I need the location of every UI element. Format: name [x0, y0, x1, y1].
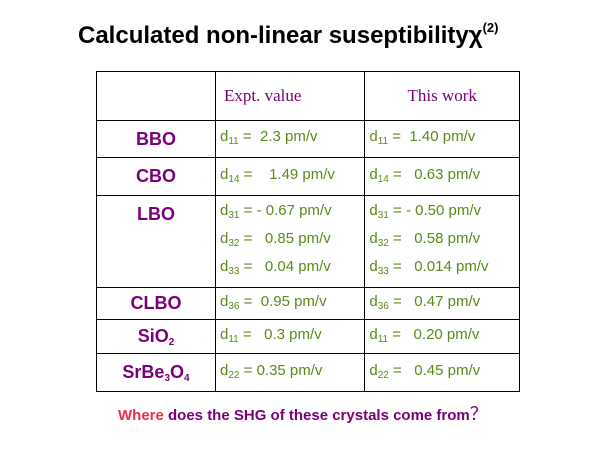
coefficient-line: d32 = 0.58 pm/v: [369, 230, 481, 249]
coefficient-line: d22 = 0.45 pm/v: [369, 361, 481, 381]
work-value-cell: d31 = - 0.50 pm/v d32 = 0.58 pm/v d33 = …: [364, 195, 520, 288]
crystal-name: SiO2: [96, 319, 216, 354]
chi-order-superscript: (2): [482, 20, 499, 35]
coefficient-line: d32 = 0.85 pm/v: [220, 230, 331, 249]
coefficient-line: d14 = 0.63 pm/v: [369, 165, 481, 185]
crystal-name: CLBO: [96, 287, 216, 320]
header-this-work: This work: [364, 71, 520, 121]
coefficient-line: d36 = 0.95 pm/v: [220, 292, 327, 312]
header-blank-cell: [96, 71, 216, 121]
expt-value-cell: d31 = - 0.67 pm/v d32 = 0.85 pm/v d33 = …: [214, 195, 366, 288]
coefficient-line: d11 = 0.3 pm/v: [220, 325, 322, 345]
expt-value-cell: d11 = 2.3 pm/v: [214, 120, 366, 158]
coefficient-line: d31 = - 0.50 pm/v: [369, 202, 481, 221]
crystal-name: LBO: [96, 195, 216, 288]
table-row: CLBO d36 = 0.95 pm/v d36 = 0.47 pm/v: [96, 287, 520, 320]
question-text: does the SHG of these crystals come from: [163, 407, 470, 424]
coefficient-line: d11 = 2.3 pm/v: [220, 128, 318, 147]
coefficient-line: d33 = 0.04 pm/v: [220, 258, 331, 277]
coefficient-line: d33 = 0.014 pm/v: [369, 258, 489, 277]
table-row: BBO d11 = 2.3 pm/v d11 = 1.40 pm/v: [96, 120, 520, 158]
work-value-cell: d22 = 0.45 pm/v: [364, 353, 520, 392]
shg-origin-question: Where does the SHG of these crystals com…: [118, 400, 488, 426]
coefficient-line: d14 = 1.49 pm/v: [220, 165, 335, 185]
table-row: LBO d31 = - 0.67 pm/v d32 = 0.85 pm/v d3…: [96, 195, 520, 288]
work-value-cell: d36 = 0.47 pm/v: [364, 287, 520, 320]
crystal-name: CBO: [96, 157, 216, 196]
header-expt-value: Expt. value: [214, 71, 366, 121]
coefficient-line: d11 = 1.40 pm/v: [369, 128, 476, 147]
expt-value-cell: d14 = 1.49 pm/v: [214, 157, 366, 196]
slide-title: Calculated non-linear suseptibilityχ(2): [78, 20, 498, 50]
susceptibility-table: Expt. value This work BBO d11 = 2.3 pm/v…: [96, 71, 520, 392]
expt-value-cell: d11 = 0.3 pm/v: [214, 319, 366, 354]
table-row: SiO2 d11 = 0.3 pm/v d11 = 0.20 pm/v: [96, 319, 520, 354]
question-mark: ？: [469, 404, 488, 424]
coefficient-line: d31 = - 0.67 pm/v: [220, 202, 332, 221]
question-where: Where: [118, 407, 164, 424]
table-row: CBO d14 = 1.49 pm/v d14 = 0.63 pm/v: [96, 157, 520, 196]
crystal-name: BBO: [96, 120, 216, 158]
coefficient-line: d22 = 0.35 pm/v: [220, 361, 323, 381]
work-value-cell: d11 = 0.20 pm/v: [364, 319, 520, 354]
work-value-cell: d11 = 1.40 pm/v: [364, 120, 520, 158]
work-value-cell: d14 = 0.63 pm/v: [364, 157, 520, 196]
expt-value-cell: d36 = 0.95 pm/v: [214, 287, 366, 320]
coefficient-line: d36 = 0.47 pm/v: [369, 292, 481, 312]
table-header-row: Expt. value This work: [96, 71, 520, 121]
table-row: SrBe3O4 d22 = 0.35 pm/v d22 = 0.45 pm/v: [96, 353, 520, 392]
crystal-name: SrBe3O4: [96, 353, 216, 392]
title-text: Calculated non-linear suseptibility: [78, 22, 469, 49]
chi-symbol: χ: [468, 22, 483, 49]
coefficient-line: d11 = 0.20 pm/v: [369, 325, 480, 345]
expt-value-cell: d22 = 0.35 pm/v: [214, 353, 366, 392]
